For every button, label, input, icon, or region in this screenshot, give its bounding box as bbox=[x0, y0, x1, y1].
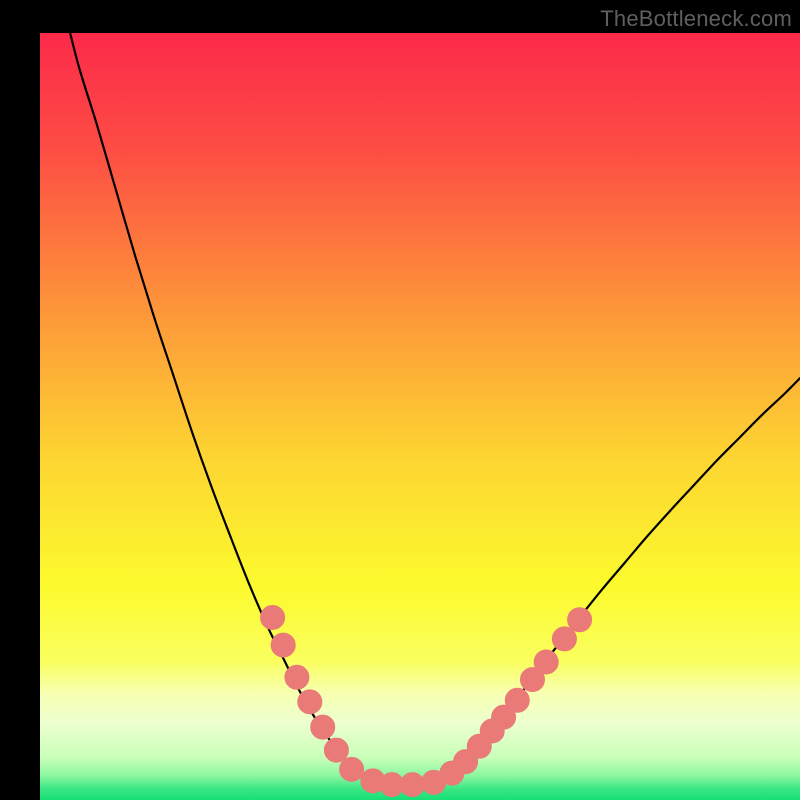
marker-point bbox=[400, 773, 424, 797]
marker-point bbox=[311, 715, 335, 739]
marker-point bbox=[534, 650, 558, 674]
marker-point bbox=[552, 627, 576, 651]
marker-point bbox=[340, 757, 364, 781]
marker-point bbox=[568, 608, 592, 632]
marker-point bbox=[261, 605, 285, 629]
chart-root: TheBottleneck.com bbox=[0, 0, 800, 800]
source-watermark: TheBottleneck.com bbox=[600, 6, 792, 32]
marker-point bbox=[324, 738, 348, 762]
chart-svg bbox=[0, 0, 800, 800]
plot-background-gradient bbox=[40, 33, 800, 800]
marker-point bbox=[298, 690, 322, 714]
marker-point bbox=[505, 688, 529, 712]
marker-point bbox=[271, 633, 295, 657]
marker-point bbox=[285, 665, 309, 689]
